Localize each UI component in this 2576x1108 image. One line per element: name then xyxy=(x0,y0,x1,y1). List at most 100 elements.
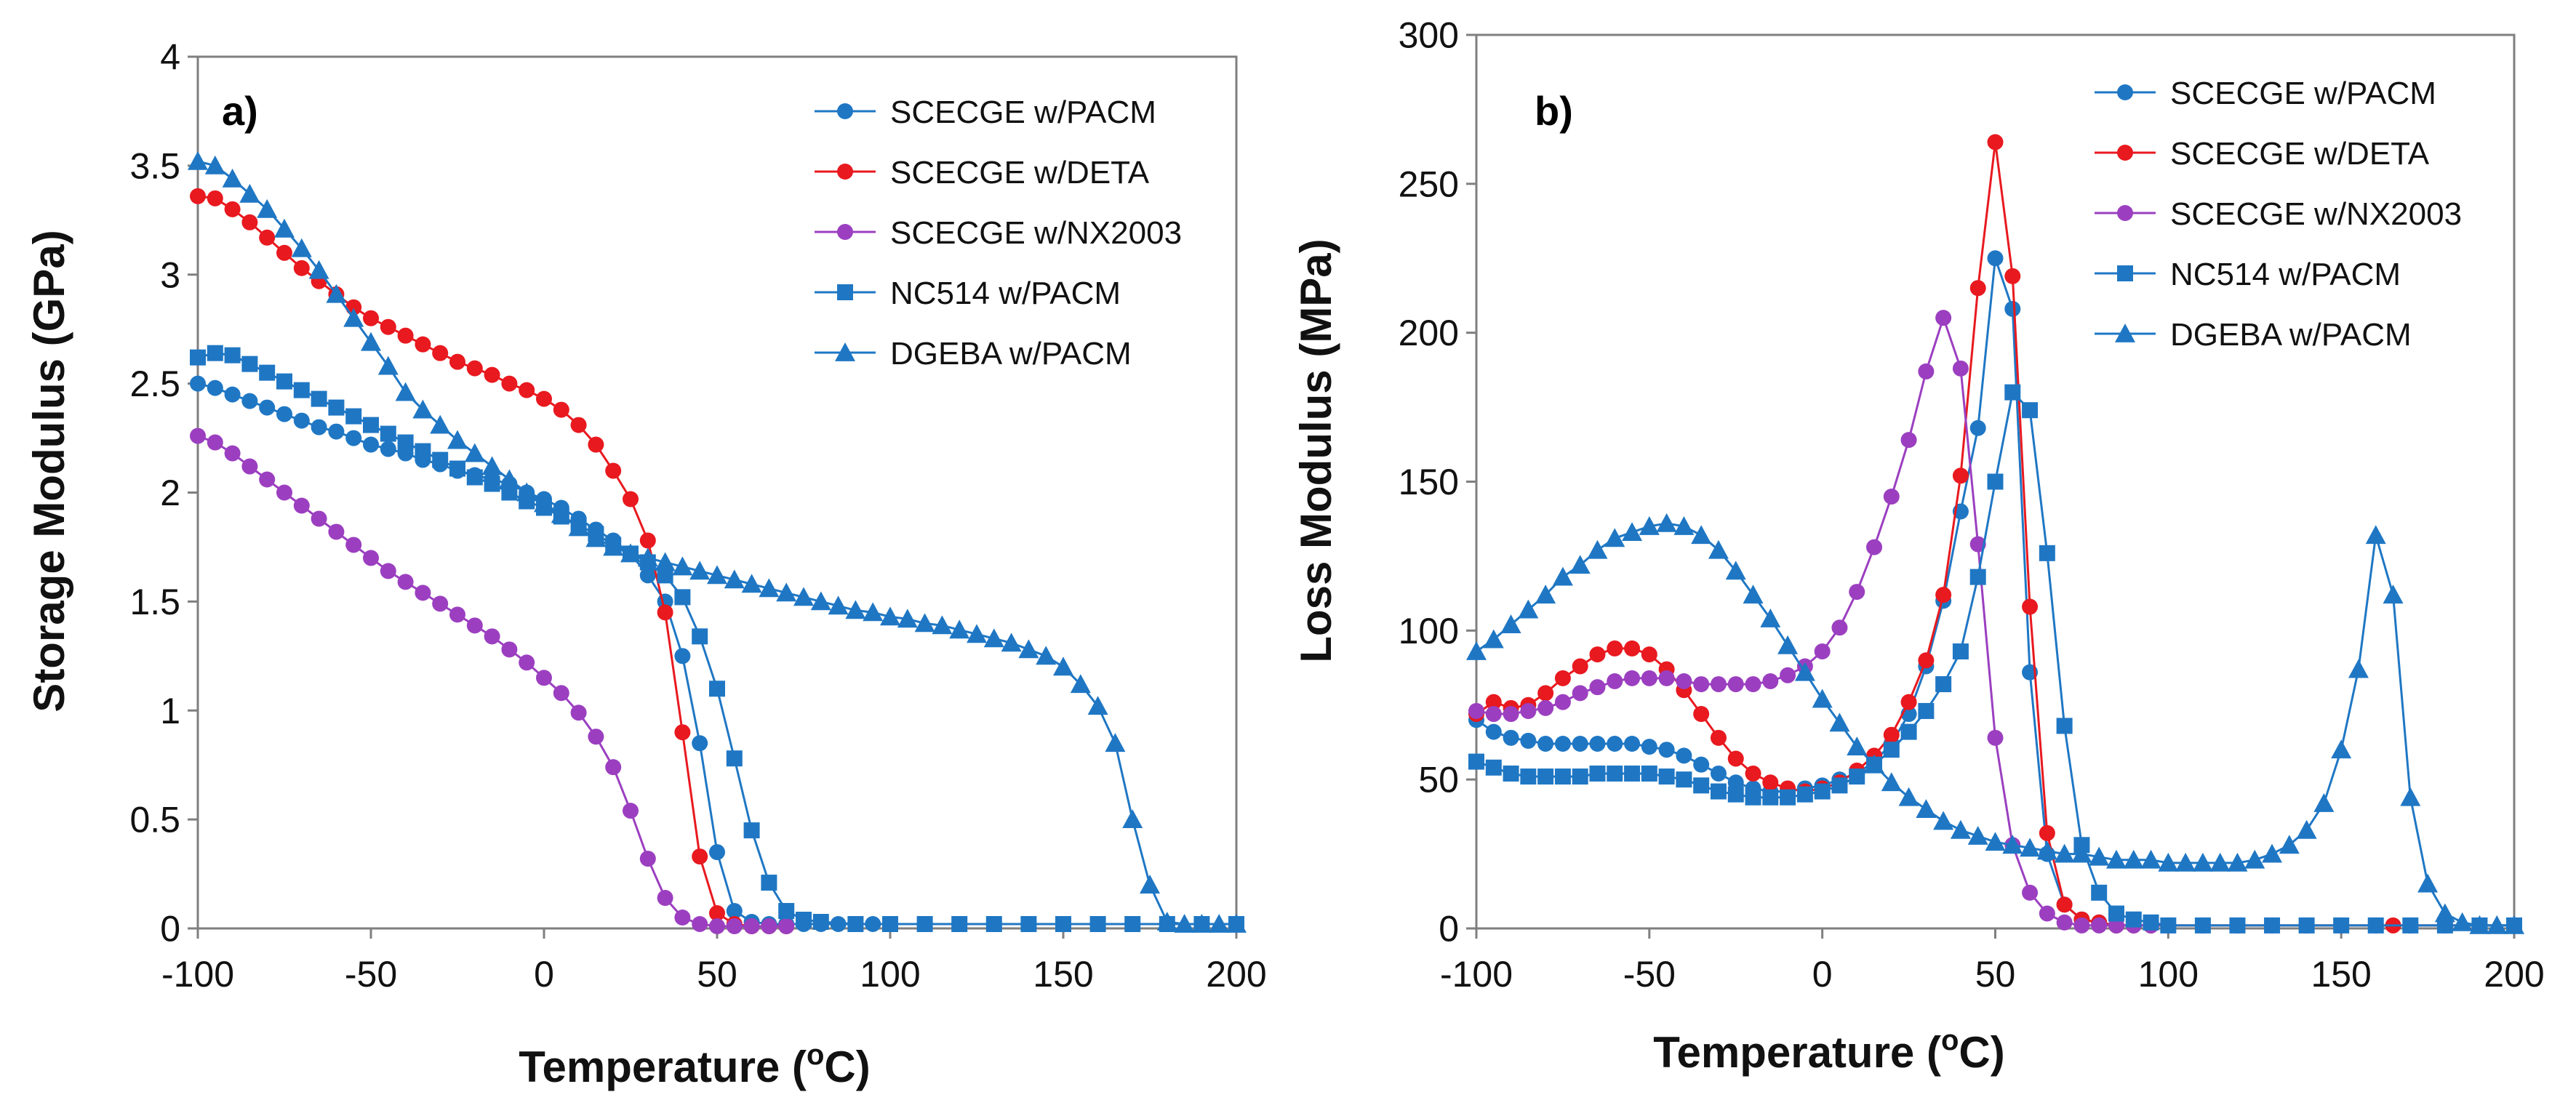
y-tick-label: 0.5 xyxy=(129,800,180,840)
data-point xyxy=(2022,598,2039,615)
x-tick-label: -50 xyxy=(1623,954,1676,995)
y-tick-label: 3 xyxy=(160,254,180,295)
data-point xyxy=(743,822,760,839)
data-point xyxy=(1105,733,1126,752)
data-point xyxy=(1624,670,1641,686)
data-point xyxy=(570,417,587,433)
data-point xyxy=(466,617,483,634)
data-point xyxy=(2333,917,2350,934)
legend-label: NC514 w/PACM xyxy=(890,276,1121,311)
data-point xyxy=(1881,772,1902,792)
data-point xyxy=(190,375,206,392)
data-point xyxy=(1554,694,1571,710)
data-point xyxy=(1466,641,1487,660)
data-point xyxy=(726,918,743,935)
data-point xyxy=(1520,768,1537,785)
data-point xyxy=(311,510,327,527)
data-point xyxy=(1607,640,1623,657)
legend-label: SCECGE w/PACM xyxy=(890,95,1156,130)
data-point xyxy=(2264,917,2281,934)
data-point xyxy=(1814,643,1831,660)
data-point xyxy=(484,628,500,645)
data-point xyxy=(2039,824,2055,841)
data-point xyxy=(1503,729,1519,746)
data-point xyxy=(778,903,795,920)
data-point xyxy=(2262,843,2283,863)
data-point xyxy=(308,260,329,279)
data-point xyxy=(1191,914,1212,933)
data-point xyxy=(1624,736,1641,752)
data-point xyxy=(1209,914,1230,933)
data-point xyxy=(2367,917,2384,934)
y-tick-label: 3.5 xyxy=(129,145,180,186)
data-point xyxy=(363,310,379,326)
data-point xyxy=(1777,635,1799,654)
data-point xyxy=(2108,905,2124,922)
legend: SCECGE w/PACM SCECGE w/DETA SCECGE w/NX200… xyxy=(2095,76,2462,353)
y-tick-label: 150 xyxy=(1399,462,1459,502)
data-point xyxy=(847,916,864,933)
legend-marker xyxy=(837,224,853,240)
data-point xyxy=(2022,884,2039,901)
data-point xyxy=(588,728,604,745)
data-point xyxy=(2143,914,2159,931)
legend-entry: SCECGE w/PACM xyxy=(815,95,1156,130)
legend-marker xyxy=(2117,145,2133,161)
data-point xyxy=(2020,838,2041,857)
data-point xyxy=(828,595,849,615)
data-point xyxy=(1572,768,1588,785)
data-point xyxy=(897,609,918,628)
data-point xyxy=(2039,905,2055,922)
data-point xyxy=(1710,676,1727,693)
data-point xyxy=(484,366,500,383)
data-point xyxy=(1518,599,1539,619)
data-point xyxy=(2279,835,2300,854)
data-point xyxy=(1673,515,1695,535)
data-point xyxy=(1829,712,1850,732)
data-point xyxy=(1693,706,1710,723)
data-point xyxy=(188,150,208,170)
data-point xyxy=(449,353,465,370)
data-point xyxy=(1693,756,1710,773)
data-point xyxy=(2054,843,2075,863)
y-tick-label: 50 xyxy=(1418,760,1459,800)
data-point xyxy=(1676,771,1692,788)
legend-label: DGEBA w/PACM xyxy=(2170,317,2412,353)
data-point xyxy=(776,582,797,602)
data-point xyxy=(1812,689,1833,708)
data-point xyxy=(1780,667,1796,683)
data-point xyxy=(204,155,225,174)
data-point xyxy=(430,414,451,434)
data-point xyxy=(276,406,292,422)
data-point xyxy=(2160,917,2177,934)
legend-label: NC514 w/PACM xyxy=(2170,257,2401,292)
data-point xyxy=(2123,849,2144,869)
data-point xyxy=(1658,742,1675,758)
data-point xyxy=(377,356,399,375)
data-point xyxy=(1552,566,1573,586)
data-point xyxy=(1174,914,1195,933)
data-point xyxy=(412,399,433,419)
data-point xyxy=(190,349,206,366)
data-point xyxy=(380,441,396,457)
data-point xyxy=(415,443,431,459)
data-point xyxy=(1641,670,1657,686)
data-point xyxy=(1693,777,1710,794)
data-point xyxy=(345,408,362,425)
data-point xyxy=(345,430,362,446)
data-point xyxy=(2383,585,2404,604)
data-point xyxy=(207,434,223,451)
data-point xyxy=(2504,915,2524,934)
data-point xyxy=(639,567,656,584)
data-point xyxy=(311,390,327,407)
data-point xyxy=(1864,754,1885,774)
data-point xyxy=(1554,768,1571,785)
data-point xyxy=(345,537,362,553)
data-point xyxy=(724,569,745,589)
data-point xyxy=(432,595,449,612)
data-point xyxy=(397,327,414,344)
data-point xyxy=(397,574,414,590)
data-point xyxy=(361,332,381,351)
data-point xyxy=(1537,768,1554,785)
data-point xyxy=(1156,912,1177,931)
